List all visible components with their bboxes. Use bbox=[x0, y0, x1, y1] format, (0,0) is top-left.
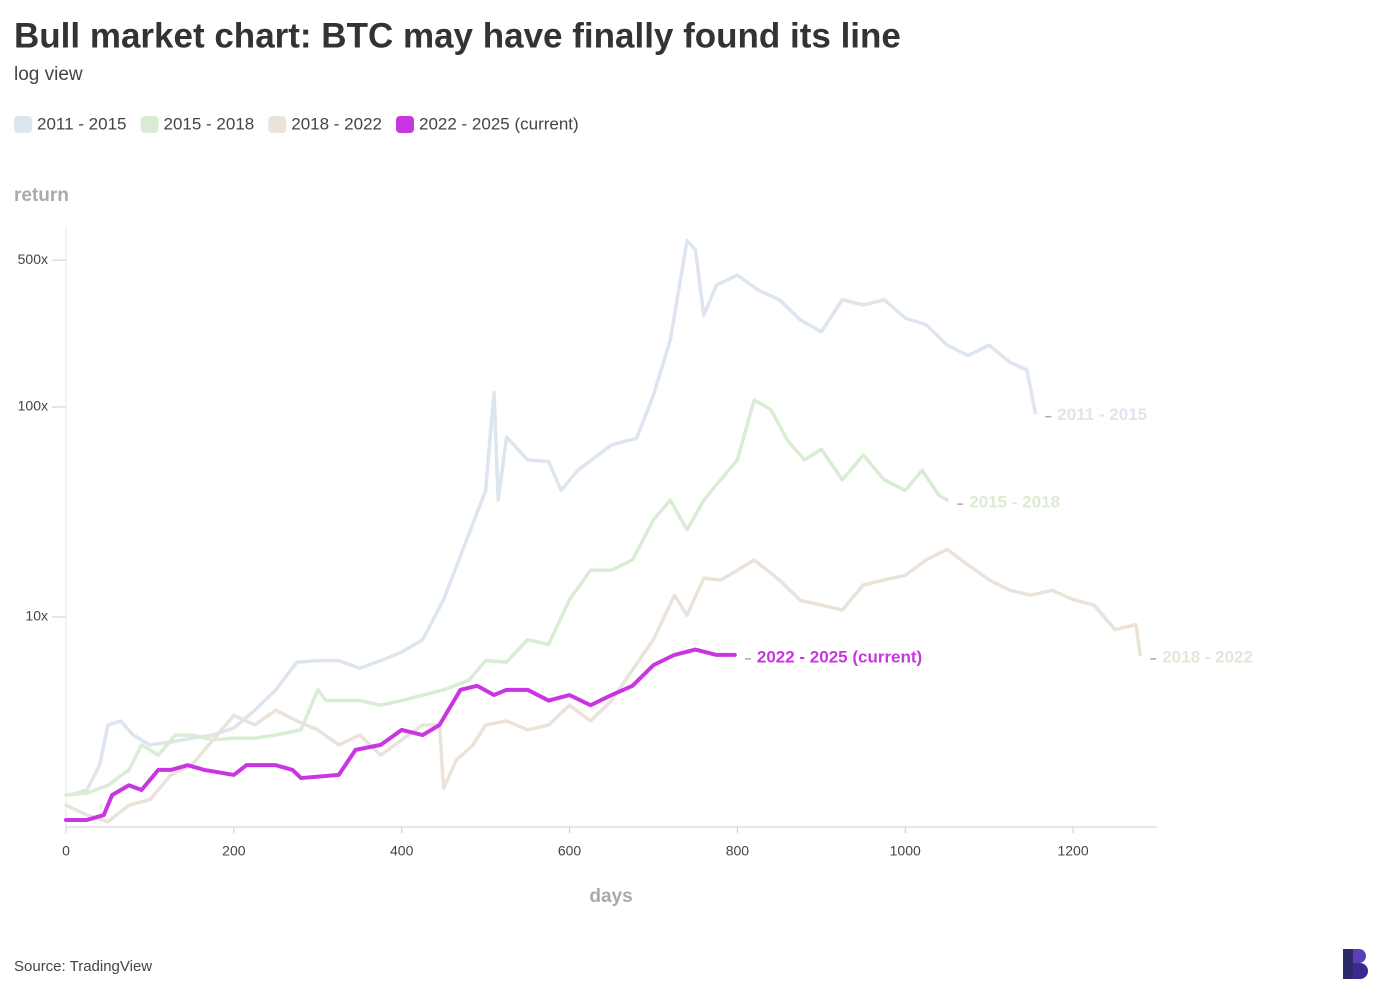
logo bbox=[1343, 949, 1368, 979]
legend-label: 2018 - 2022 bbox=[291, 114, 382, 133]
legend-swatch bbox=[395, 116, 414, 133]
y-tick-label: 500x bbox=[18, 251, 48, 267]
x-tick-label: 1200 bbox=[1057, 843, 1088, 859]
series-line bbox=[64, 547, 1142, 824]
series-line bbox=[64, 398, 949, 797]
legend-swatch bbox=[14, 116, 32, 133]
chart-subtitle: log view bbox=[14, 64, 83, 85]
series-end-label: 2018 - 2022 bbox=[1162, 647, 1253, 666]
y-axis-label: return bbox=[14, 185, 69, 206]
series-end-label: 2011 - 2015 bbox=[1057, 405, 1147, 424]
x-axis-label: days bbox=[589, 886, 632, 907]
series-end-label: 2022 - 2025 (current) bbox=[757, 647, 922, 666]
x-tick-label: 400 bbox=[390, 843, 414, 859]
legend-swatch bbox=[140, 116, 159, 133]
legend-swatch bbox=[268, 116, 287, 133]
x-tick-label: 800 bbox=[726, 843, 750, 859]
y-tick-label: 100x bbox=[18, 398, 48, 414]
x-tick-label: 0 bbox=[62, 843, 70, 859]
series-end-label: 2015 - 2018 bbox=[969, 493, 1060, 512]
x-tick-label: 200 bbox=[222, 843, 246, 859]
source: Source: TradingView bbox=[14, 958, 152, 975]
legend-label: 2015 - 2018 bbox=[163, 114, 254, 133]
legend-label: 2011 - 2015 bbox=[37, 114, 126, 133]
y-tick-label: 10x bbox=[25, 608, 48, 624]
x-tick-label: 600 bbox=[558, 843, 582, 859]
chart-title: Bull market chart: BTC may have finally … bbox=[14, 16, 901, 55]
series-line bbox=[68, 238, 1038, 797]
x-tick-label: 1000 bbox=[890, 843, 921, 859]
legend-label: 2022 - 2025 (current) bbox=[419, 114, 579, 133]
series-line bbox=[64, 647, 737, 822]
